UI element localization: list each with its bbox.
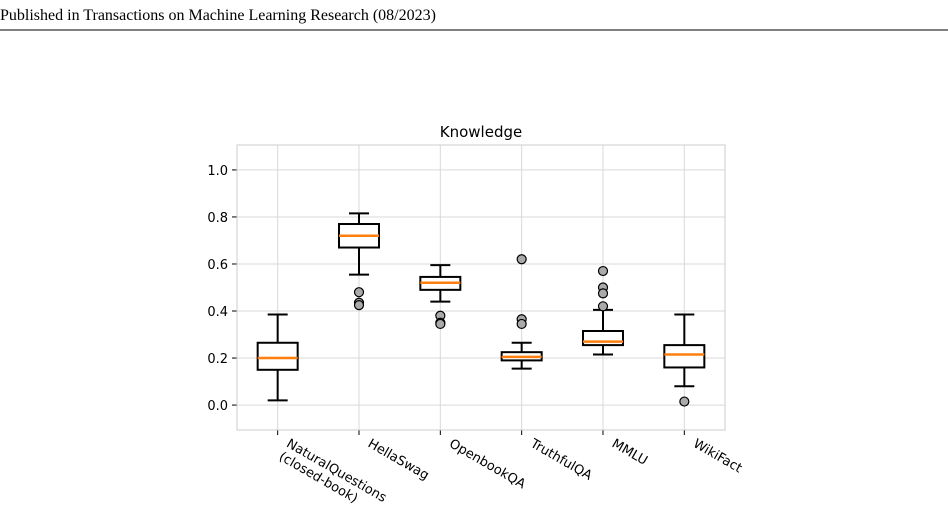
y-tick-label: 0.2 (207, 352, 228, 367)
x-tick-label: MMLU (609, 436, 650, 468)
running-header: Published in Transactions on Machine Lea… (0, 7, 436, 24)
flier (516, 254, 527, 265)
y-tick-label: 0.0 (207, 399, 228, 414)
flier (435, 318, 446, 330)
chart-title: Knowledge (440, 123, 522, 141)
y-tick-label: 0.4 (207, 305, 228, 320)
x-tick-label: WikiFact (690, 436, 744, 476)
y-tick-label: 1.0 (207, 164, 228, 179)
chart: Knowledge 0.00.20.40.60.81.0NaturalQuest… (207, 123, 744, 507)
x-tick-label: TruthfulQA (527, 436, 595, 484)
flier (597, 301, 609, 312)
flier (353, 300, 365, 311)
box (663, 344, 706, 369)
box (582, 330, 624, 347)
x-tick-label: OpenbookQA (446, 436, 528, 492)
y-tick-label: 0.6 (207, 258, 228, 273)
x-tick-label: HellaSwag (365, 436, 431, 483)
y-tick-label: 0.8 (207, 211, 228, 226)
box (256, 341, 299, 371)
flier (516, 318, 527, 330)
plot-frame (236, 144, 726, 431)
flier (679, 396, 690, 407)
flier (597, 265, 609, 277)
grid (237, 145, 725, 430)
flier (353, 287, 365, 298)
flier (597, 288, 609, 299)
